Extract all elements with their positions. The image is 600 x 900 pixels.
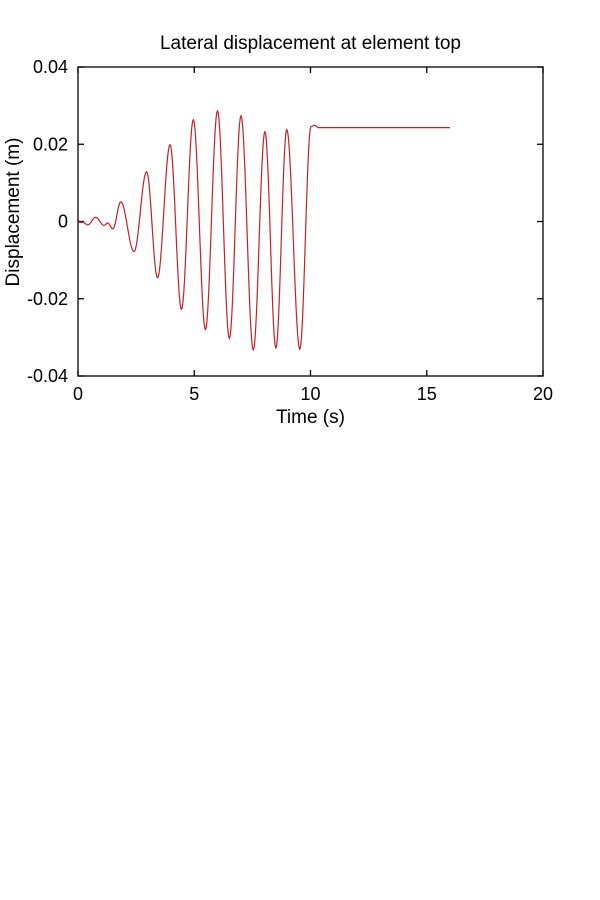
plot-title: Lateral displacement at element top — [159, 33, 461, 54]
y-tick-label: -0.02 — [27, 289, 68, 309]
x-tick-label: 10 — [300, 384, 320, 404]
x-tick-label: 15 — [417, 384, 437, 404]
x-tick-label: 20 — [533, 384, 553, 404]
y-tick-label: 0.04 — [33, 57, 68, 77]
x-axis-label: Time (s) — [276, 407, 345, 428]
y-tick-label: 0 — [58, 212, 68, 232]
y-tick-label: -0.04 — [27, 366, 68, 386]
y-axis-label: Displacement (m) — [3, 137, 24, 287]
plot-figure: Lateral displacement at element top Disp… — [3, 33, 553, 428]
axes-box — [77, 66, 544, 377]
y-tick-label: 0.02 — [33, 134, 68, 154]
displacement-line — [78, 110, 450, 351]
x-tick-label: 5 — [189, 384, 199, 404]
chart-canvas: 0 5 10 15 20 -0.04 -0.02 0 0.02 0.04 — [27, 57, 553, 404]
x-tick-label: 0 — [73, 384, 83, 404]
